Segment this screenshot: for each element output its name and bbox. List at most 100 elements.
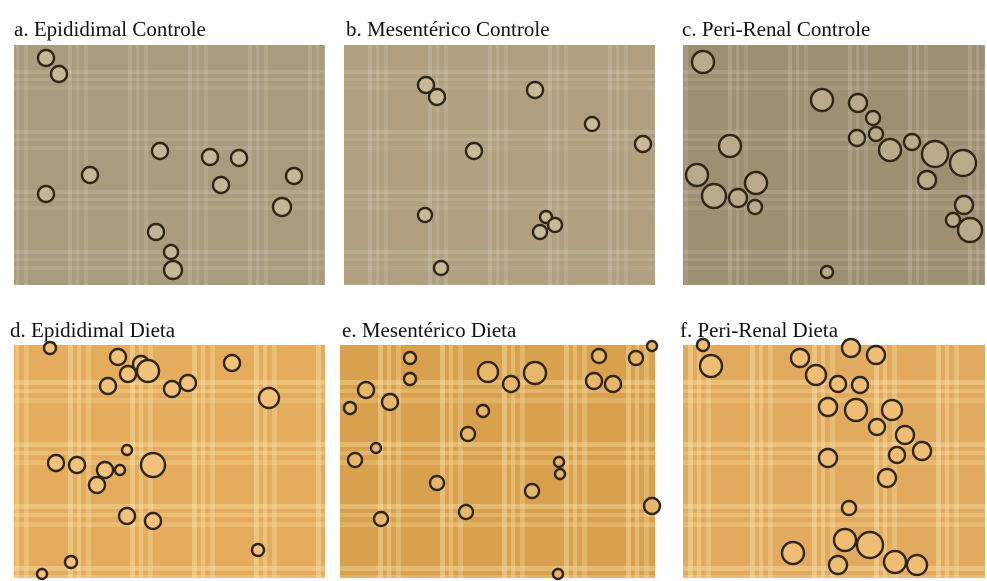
adipocyte <box>821 266 833 278</box>
adipocyte <box>344 402 356 414</box>
adipocyte <box>48 455 64 471</box>
panel-label: c. Peri-Renal Controle <box>682 17 870 41</box>
adipocyte <box>213 177 229 193</box>
adipocyte <box>592 349 606 363</box>
adipocyte <box>586 373 602 389</box>
adipocyte <box>69 457 85 473</box>
adipocyte <box>141 453 165 477</box>
adipocyte <box>148 224 164 240</box>
adipocyte <box>913 442 931 460</box>
adipocyte <box>82 167 98 183</box>
adipocyte <box>605 376 621 392</box>
panel-label: b. Mesentérico Controle <box>346 17 550 41</box>
adipocyte <box>459 505 473 519</box>
adipocyte <box>955 196 973 214</box>
adipocyte <box>878 469 896 487</box>
adipocyte <box>231 150 247 166</box>
adipocyte <box>286 168 302 184</box>
adipocyte <box>806 365 826 385</box>
adipocyte <box>371 443 381 453</box>
adipocyte <box>884 551 906 573</box>
adipocyte <box>527 82 543 98</box>
adipocyte <box>869 127 883 141</box>
adipocyte <box>224 355 240 371</box>
adipocyte <box>830 376 846 392</box>
adipocyte <box>867 346 885 364</box>
adipocyte <box>782 542 804 564</box>
adipocyte <box>466 143 482 159</box>
adipocyte <box>348 453 362 467</box>
adipocyte <box>273 198 291 216</box>
adipocyte <box>700 355 722 377</box>
adipocyte <box>164 261 182 279</box>
adipocyte <box>554 457 564 467</box>
adipocyte <box>748 200 762 214</box>
adipocyte <box>404 352 416 364</box>
adipocyte <box>44 342 56 354</box>
adipocyte <box>503 376 519 392</box>
adipocyte <box>842 339 860 357</box>
adipocyte <box>907 555 927 575</box>
adipocyte <box>38 50 54 66</box>
adipocyte <box>374 512 388 526</box>
adipocyte <box>857 532 883 558</box>
adipocyte <box>404 373 416 385</box>
adipocyte <box>834 529 856 551</box>
adipocyte <box>922 141 948 167</box>
panel-label: e. Mesentérico Dieta <box>342 318 517 342</box>
panel-label: f. Peri-Renal Dieta <box>680 318 839 342</box>
adipocyte <box>635 136 651 152</box>
adipocyte <box>478 362 498 382</box>
adipocyte <box>692 51 714 73</box>
adipocyte <box>429 89 445 105</box>
adipocyte <box>164 245 178 259</box>
adipocyte <box>119 508 135 524</box>
adipocyte <box>819 449 837 467</box>
adipocyte <box>842 501 856 515</box>
adipocyte <box>434 261 448 275</box>
adipocyte <box>879 139 901 161</box>
panel-label: d. Epididimal Dieta <box>10 318 176 342</box>
adipocyte <box>553 569 563 579</box>
adipocyte <box>869 419 885 435</box>
adipocyte <box>745 172 767 194</box>
adipocyte <box>791 349 809 367</box>
adipocyte <box>259 388 279 408</box>
adipocyte <box>555 469 565 479</box>
adipocyte <box>120 366 136 382</box>
micrograph-grid <box>344 45 655 285</box>
adipocyte <box>889 447 905 463</box>
adipocyte <box>461 427 475 441</box>
adipocyte <box>629 351 643 365</box>
adipocyte <box>849 94 867 112</box>
adipocyte <box>430 476 444 490</box>
adipocyte <box>918 171 936 189</box>
adipocyte <box>38 186 54 202</box>
adipocyte <box>811 89 833 111</box>
adipocyte <box>89 477 105 493</box>
adipocyte <box>37 569 47 579</box>
adipocyte <box>829 556 847 574</box>
adipocyte <box>164 381 180 397</box>
adipocyte <box>882 400 902 420</box>
adipocyte <box>866 111 880 125</box>
adipocyte <box>904 134 920 150</box>
adipocyte <box>719 135 741 157</box>
adipocyte <box>525 484 539 498</box>
adipocyte <box>686 164 708 186</box>
adipocyte <box>524 362 546 384</box>
adipocyte <box>358 382 374 398</box>
adipocyte <box>137 360 159 382</box>
adipocyte <box>252 544 264 556</box>
adipocyte <box>644 498 660 514</box>
adipocyte <box>896 426 914 444</box>
adipocyte <box>65 556 77 568</box>
adipocyte <box>548 218 562 232</box>
adipocyte <box>145 513 161 529</box>
panel-label: a. Epididimal Controle <box>14 17 206 41</box>
adipocyte <box>202 149 218 165</box>
adipocyte <box>180 375 196 391</box>
adipocyte <box>477 405 489 417</box>
adipocyte <box>845 399 867 421</box>
adipocyte <box>122 445 132 455</box>
